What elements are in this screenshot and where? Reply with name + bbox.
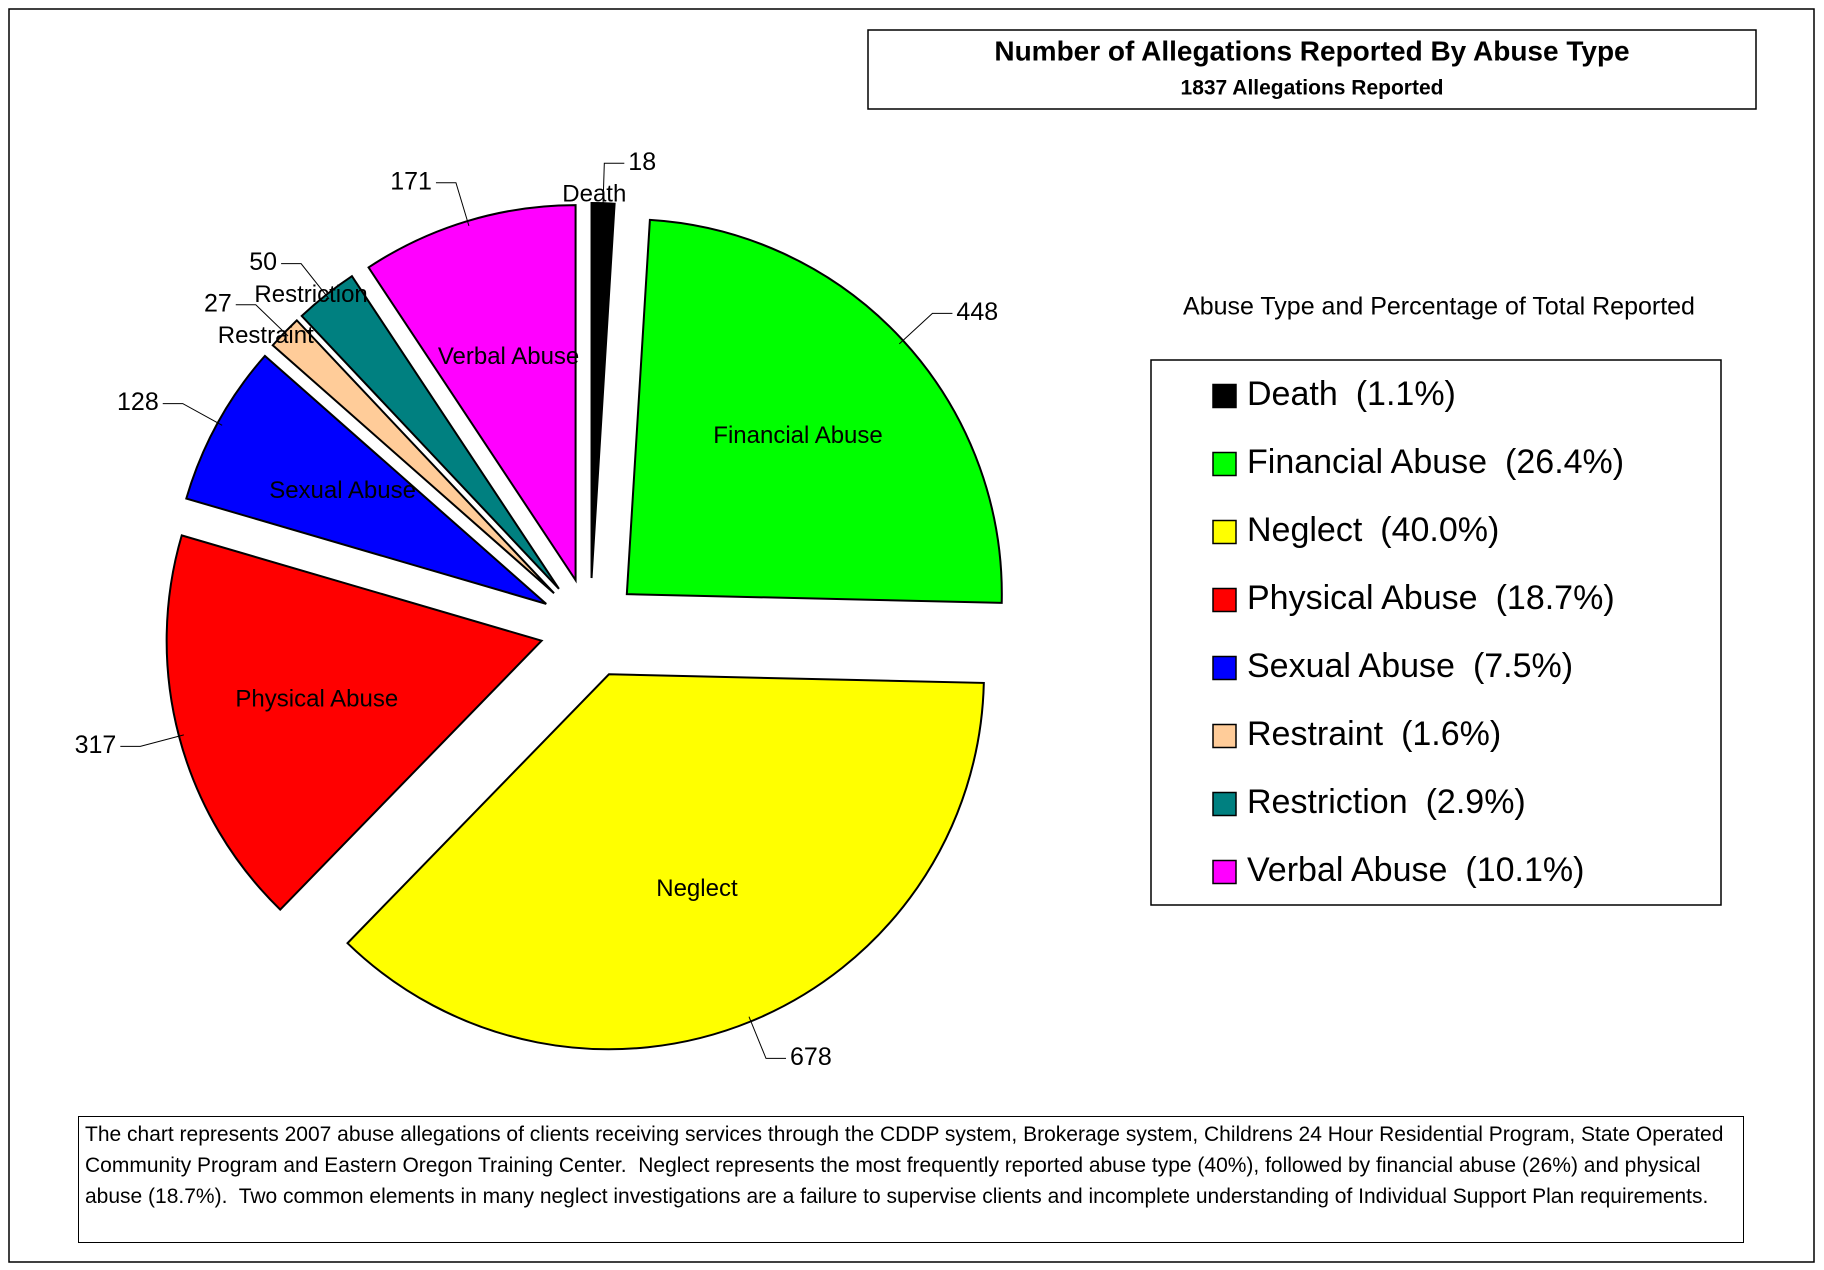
legend-percentage: (40.0%) — [1380, 511, 1499, 549]
legend-name: Physical Abuse — [1247, 579, 1478, 617]
legend-entry: Sexual Abuse (7.5%) — [1247, 647, 1573, 685]
pie-slice — [625, 218, 1003, 604]
legend-entry: Physical Abuse (18.7%) — [1247, 579, 1615, 617]
legend-percentage: (10.1%) — [1465, 851, 1584, 889]
slice-label: Restriction — [254, 281, 367, 308]
legend-name: Death — [1247, 375, 1338, 413]
leader-line — [898, 312, 953, 345]
note: The chart represents 2007 abuse allegati… — [78, 1116, 1744, 1243]
value-label: 171 — [390, 167, 432, 195]
legend-entry: Restriction (2.9%) — [1247, 783, 1526, 821]
slice-label: Verbal Abuse — [438, 343, 579, 370]
leader-line — [602, 162, 625, 209]
legend-swatch — [1212, 383, 1237, 409]
chart-subtitle: 1837 Allegations Reported — [1181, 77, 1444, 100]
slice-label: Financial Abuse — [713, 422, 882, 449]
legend-percentage: (1.6%) — [1401, 715, 1501, 753]
legend-swatch — [1212, 791, 1237, 817]
slice-label: Physical Abuse — [235, 685, 398, 712]
leader-line — [162, 403, 223, 426]
legend-percentage: (26.4%) — [1505, 443, 1624, 481]
leader-line — [235, 304, 289, 337]
legend-name: Verbal Abuse — [1247, 851, 1447, 889]
legend-name: Neglect — [1247, 511, 1363, 549]
slice-label: Death — [562, 181, 626, 208]
value-label: 18 — [628, 148, 656, 176]
legend-name: Sexual Abuse — [1247, 647, 1455, 685]
legend-percentage: (1.1%) — [1356, 375, 1456, 413]
legend-swatch — [1212, 859, 1237, 885]
value-label: 678 — [790, 1043, 832, 1071]
legend-percentage: (7.5%) — [1473, 647, 1573, 685]
legend-box — [1150, 359, 1722, 906]
leader-line — [120, 734, 184, 747]
legend-swatch — [1212, 655, 1237, 681]
slice-label: Restraint — [218, 322, 314, 349]
leader-line — [748, 1016, 787, 1059]
value-label: 50 — [249, 248, 277, 276]
leader-line — [435, 182, 470, 226]
legend-percentage: (2.9%) — [1426, 783, 1526, 821]
legend-name: Restriction — [1247, 783, 1408, 821]
slice-label: Sexual Abuse — [269, 477, 416, 504]
legend-name: Financial Abuse — [1247, 443, 1487, 481]
value-label: 128 — [117, 388, 159, 416]
value-label: 448 — [956, 298, 998, 326]
legend-entry: Death (1.1%) — [1247, 375, 1456, 413]
legend-entry: Verbal Abuse (10.1%) — [1247, 851, 1584, 889]
title-box — [867, 29, 1757, 110]
pie-slice — [590, 202, 616, 579]
legend-name: Restraint — [1247, 715, 1384, 753]
chart-title: Number of Allegations Reported By Abuse … — [994, 35, 1629, 66]
legend-swatch — [1212, 587, 1237, 613]
legend-percentage: (18.7%) — [1496, 579, 1615, 617]
legend-swatch — [1212, 451, 1237, 477]
legend-swatch — [1212, 723, 1237, 749]
legend-entry: Financial Abuse (26.4%) — [1247, 443, 1624, 481]
legend-title: Abuse Type and Percentage of Total Repor… — [1183, 293, 1695, 321]
legend-entry: Neglect (40.0%) — [1247, 511, 1499, 549]
legend-entry: Restraint (1.6%) — [1247, 715, 1501, 753]
value-label: 317 — [75, 731, 117, 759]
frame — [8, 8, 1815, 1263]
slice-label: Neglect — [656, 875, 738, 902]
value-label: 27 — [204, 289, 232, 317]
leader-line — [281, 263, 330, 300]
legend-swatch — [1212, 519, 1237, 545]
